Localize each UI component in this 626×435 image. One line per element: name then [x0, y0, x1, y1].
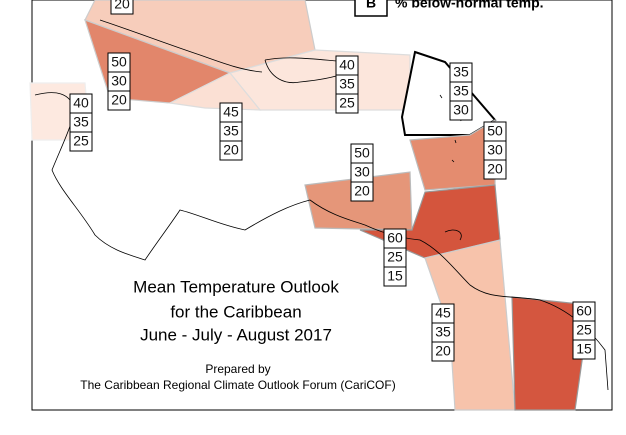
prob-value: 20 — [111, 92, 127, 108]
title-line: Mean Temperature Outlook — [133, 277, 339, 296]
coast-cuba — [99, 19, 263, 73]
prob-cell — [219, 140, 243, 161]
prob-value: 30 — [354, 164, 370, 180]
prob-value: 60 — [576, 303, 592, 319]
prob-value: 15 — [387, 268, 403, 284]
prob-cell — [69, 131, 93, 152]
prob-value: 35 — [339, 76, 355, 92]
title-line: for the Caribbean — [170, 302, 301, 321]
prob-value: 30 — [487, 142, 503, 158]
prob-cell — [335, 93, 359, 114]
probability-boxes: 20 50 30 20 40 35 25 45 35 20 40 35 25 35 35 30 50 30 20 50… — [69, 0, 596, 362]
prob-cell — [572, 339, 596, 360]
credit-line: Prepared by — [205, 362, 270, 376]
prob-value: 45 — [223, 104, 239, 120]
region-3 — [168, 72, 262, 111]
prob-value: 40 — [339, 57, 355, 73]
prob-value: 20 — [114, 0, 130, 12]
prob-value: 25 — [576, 322, 592, 338]
credit-line: The Caribbean Regional Climate Outlook F… — [80, 378, 395, 392]
prob-value: 35 — [453, 83, 469, 99]
prob-value: 20 — [354, 183, 370, 199]
prob-value: 50 — [487, 123, 503, 139]
prob-cell — [449, 100, 473, 121]
prob-value: 20 — [487, 161, 503, 177]
prob-value: 50 — [111, 54, 127, 70]
prob-value: 25 — [339, 95, 355, 111]
prob-value: 20 — [435, 343, 451, 359]
region-10 — [511, 296, 591, 411]
prob-value: 25 — [73, 133, 89, 149]
prob-cell — [431, 341, 455, 362]
title-line: June - July - August 2017 — [140, 325, 332, 344]
prob-value: 30 — [453, 102, 469, 118]
prob-value: 15 — [576, 341, 592, 357]
prob-value: 35 — [223, 123, 239, 139]
prob-value: 40 — [73, 95, 89, 111]
prob-value: 35 — [435, 324, 451, 340]
prob-cell — [350, 181, 374, 202]
prob-value: 30 — [111, 73, 127, 89]
prob-value: 20 — [223, 142, 239, 158]
coast-mainland — [34, 92, 609, 391]
prob-cell — [107, 90, 131, 111]
regions — [29, 0, 591, 411]
legend-text: % below-normal temp. — [395, 0, 544, 11]
prob-cell — [383, 266, 407, 287]
prob-value: 35 — [73, 114, 89, 130]
prob-value: 45 — [435, 305, 451, 321]
prob-value: 50 — [354, 145, 370, 161]
legend-box — [354, 0, 388, 17]
prob-cell — [110, 0, 134, 15]
prob-cell — [483, 159, 507, 180]
prob-value: 35 — [453, 64, 469, 80]
prob-value: 25 — [387, 249, 403, 265]
legend-letter: B — [366, 0, 376, 11]
prob-value: 60 — [387, 230, 403, 246]
